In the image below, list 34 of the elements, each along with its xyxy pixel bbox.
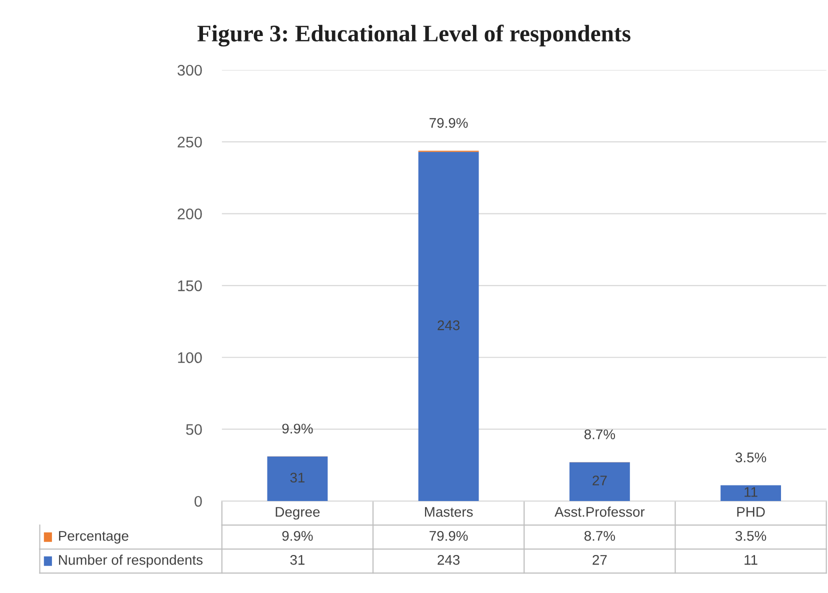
y-tick-label: 250 [178, 136, 202, 148]
bar [569, 462, 630, 502]
data-label: 8.7% [584, 530, 616, 541]
legend-label: Percentage [59, 531, 128, 544]
y-tick-label: 0 [194, 496, 202, 507]
y-tick-label: 150 [178, 280, 202, 292]
data-label: 27 [592, 554, 607, 565]
data-label: 243 [438, 554, 460, 565]
text: 9.9% [282, 424, 313, 434]
x-tick-label: Asst.Professor [554, 506, 645, 517]
chart-title: Figure 3: Educational Level of respondents [197, 24, 630, 46]
x-tick-label: PHD [737, 507, 765, 517]
x-tick-label: Degree [276, 507, 320, 520]
text: 27 [592, 476, 607, 486]
y-tick-label: 100 [178, 352, 202, 364]
text: 8.7% [584, 429, 616, 440]
legend-label: Number of respondents [59, 554, 203, 568]
bar [418, 152, 479, 502]
bar [267, 456, 328, 502]
data-label: 79.9% [430, 530, 468, 541]
text: 11 [744, 487, 758, 497]
text: 243 [438, 320, 460, 330]
data-label: 11 [744, 555, 758, 565]
y-tick-label: 200 [178, 208, 202, 220]
data-label: 3.5% [735, 530, 766, 541]
y-tick-label: 50 [186, 424, 202, 435]
data-label: 9.9% [282, 530, 313, 541]
bar [720, 485, 782, 502]
text: 31 [290, 472, 305, 483]
text: 79.9% [430, 118, 468, 128]
text: 3.5% [735, 452, 766, 462]
x-tick-label: Masters [425, 507, 473, 517]
data-label: 31 [290, 554, 305, 565]
y-tick-label: 300 [178, 64, 202, 76]
